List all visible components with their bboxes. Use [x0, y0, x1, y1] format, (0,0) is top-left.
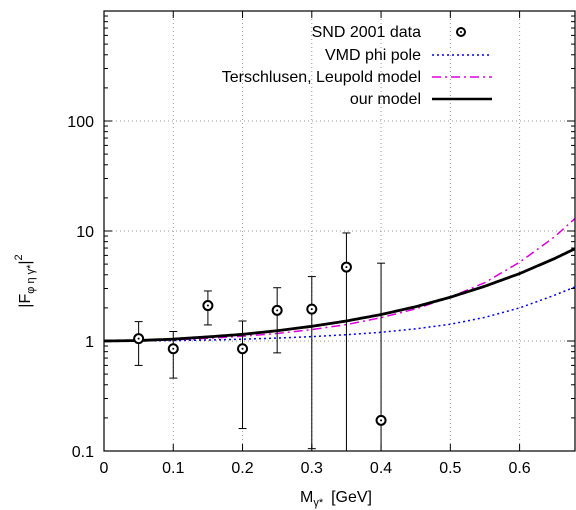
- data-point-center: [310, 308, 313, 311]
- legend-label-tl: Terschlusen, Leupold model: [222, 69, 421, 86]
- x-tick-label: 0.2: [231, 460, 253, 477]
- y-tick-label: 100: [67, 114, 94, 131]
- model-curves: [104, 217, 575, 343]
- x-axis-label: Mγ* [GeV]: [300, 489, 372, 509]
- data-point-center: [380, 419, 383, 422]
- x-tick-label: 0: [100, 460, 109, 477]
- legend-marker-data: [456, 27, 466, 37]
- curve-vmd: [104, 286, 575, 342]
- x-tick-label: 0.5: [439, 460, 461, 477]
- legend-label-data: SND 2001 data: [312, 24, 422, 41]
- grid: [104, 11, 575, 451]
- y-tick-label: 10: [76, 224, 94, 241]
- data-point-center: [241, 347, 244, 350]
- tick-labels: 0 0.1 0.2 0.3 0.4 0.5 0.6 0.1 1 10 100: [67, 114, 531, 477]
- data-point-center: [206, 304, 209, 307]
- data-point-center: [137, 337, 140, 340]
- axes: [103, 10, 576, 452]
- x-tick-label: 0.1: [162, 460, 184, 477]
- x-tick-label: 0.3: [301, 460, 323, 477]
- legend-label-vmd: VMD phi pole: [325, 47, 421, 64]
- y-tick-label: 1: [85, 334, 94, 351]
- x-tick-label: 0.4: [370, 460, 392, 477]
- y-tick-label: 0.1: [72, 444, 94, 461]
- data-point-center: [276, 309, 279, 312]
- curve-ours: [104, 247, 575, 343]
- legend-label-ours: our model: [350, 91, 421, 108]
- data-points: [133, 232, 387, 451]
- x-tick-label: 0.6: [508, 460, 530, 477]
- legend: SND 2001 data VMD phi pole Terschlusen, …: [222, 24, 492, 108]
- plot-frame: [103, 10, 576, 452]
- data-point-center: [172, 347, 175, 350]
- legend-marker-data-center: [460, 31, 462, 33]
- y-axis-label: |Fφ η γ*|2: [13, 254, 37, 307]
- data-point-center: [345, 266, 348, 269]
